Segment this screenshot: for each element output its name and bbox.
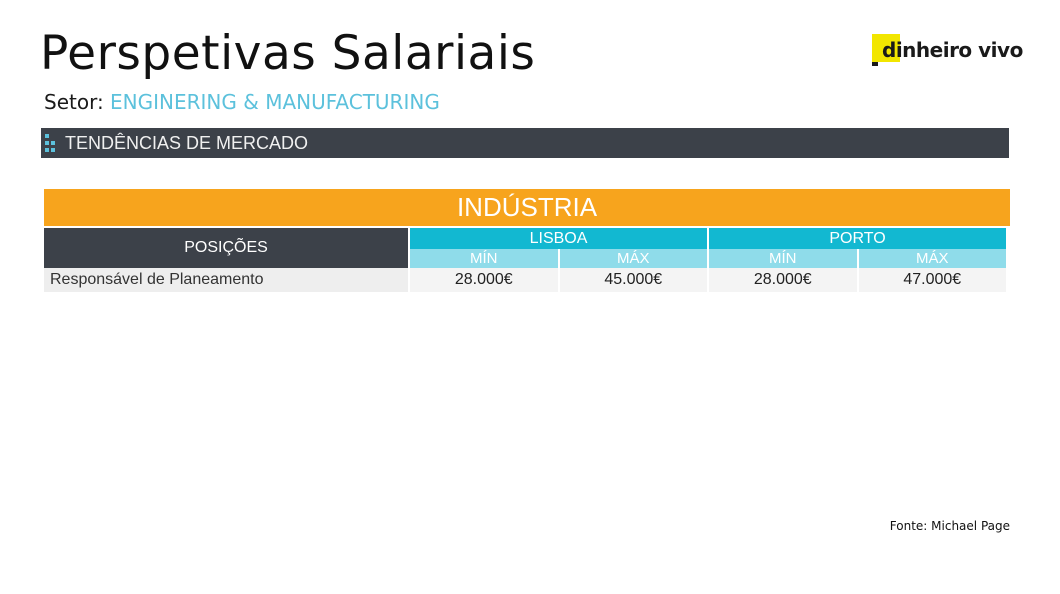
porto-min-value: 28.000€ [709, 268, 857, 292]
porto-max-header: MÁX [858, 249, 1006, 268]
city-header-lisboa: LISBOA [410, 228, 707, 250]
logo-text: dinheiro vivo [882, 38, 1023, 62]
logo-yellow-square-icon [872, 34, 900, 62]
section-header-bar: TENDÊNCIAS DE MERCADO [41, 128, 1009, 158]
porto-max-value: 47.000€ [858, 268, 1006, 292]
lisboa-min-header: MÍN [410, 249, 558, 268]
grid-dots-icon [45, 134, 59, 152]
source-note: Fonte: Michael Page [889, 519, 1010, 533]
lisboa-min-value: 28.000€ [410, 268, 558, 292]
sector-value: ENGINERING & MANUFACTURING [110, 90, 440, 114]
logo-tail-icon [872, 62, 878, 66]
positions-header: POSIÇÕES [44, 228, 408, 268]
position-name: Responsável de Planeamento [44, 268, 408, 292]
category-header: INDÚSTRIA [44, 189, 1010, 226]
lisboa-max-header: MÁX [559, 249, 707, 268]
lisboa-max-value: 45.000€ [559, 268, 707, 292]
dinheiro-vivo-logo[interactable]: dinheiro vivo [872, 34, 1023, 66]
table-row: Responsável de Planeamento 28.000€ 45.00… [44, 268, 1006, 292]
salary-table: POSIÇÕES LISBOA PORTO MÍN MÁX MÍN MÁX Re… [42, 228, 1008, 292]
sector-label: Setor: [44, 90, 104, 114]
porto-min-header: MÍN [709, 249, 857, 268]
page-title: Perspetivas Salariais [40, 26, 536, 81]
section-title: TENDÊNCIAS DE MERCADO [65, 133, 309, 153]
city-header-porto: PORTO [709, 228, 1006, 250]
sector-line: Setor: ENGINERING & MANUFACTURING [44, 90, 440, 114]
